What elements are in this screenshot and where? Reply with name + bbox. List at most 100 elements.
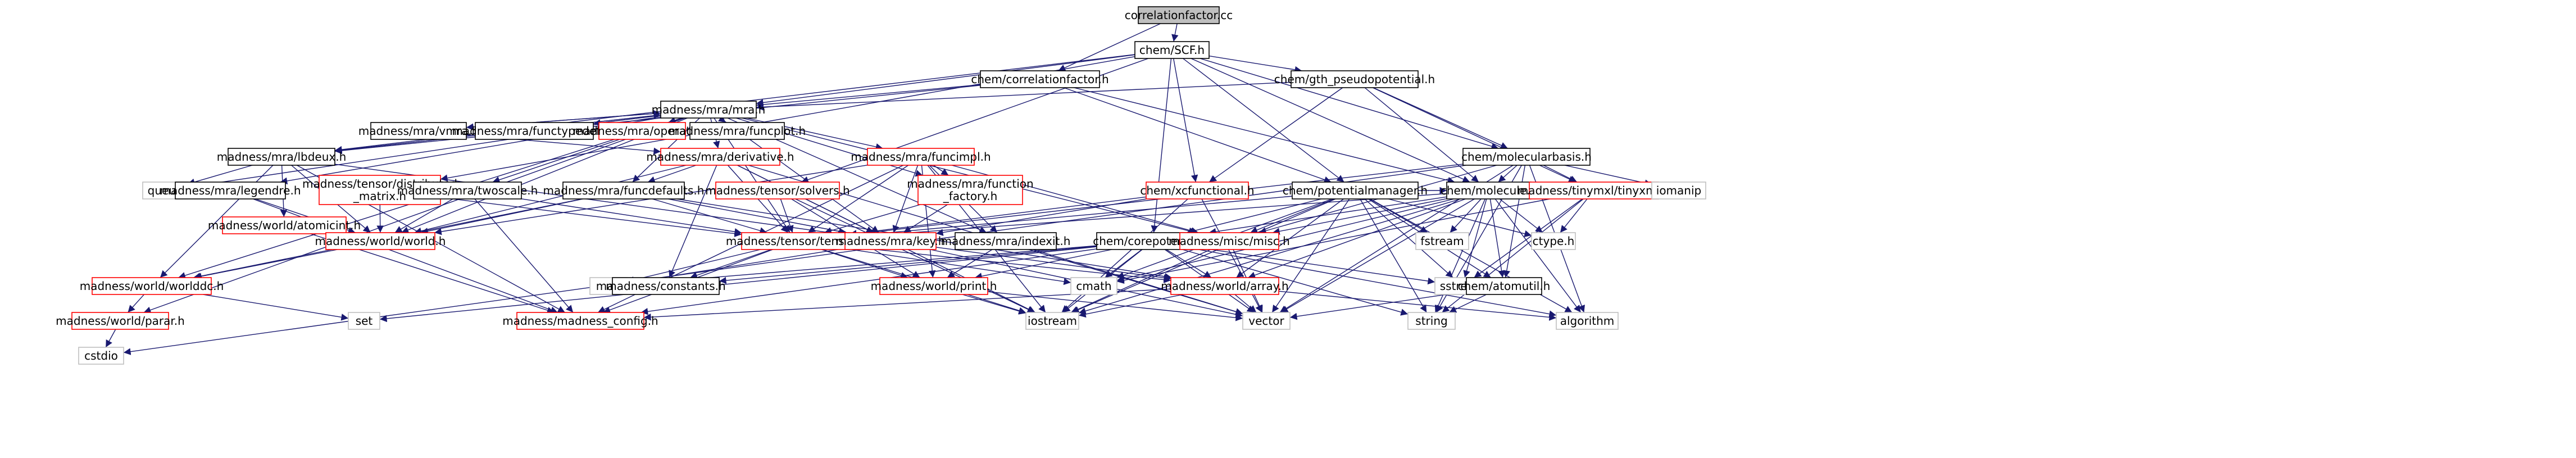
node-funcdefaults[interactable]: madness/mra/funcdefaults.h <box>543 182 705 199</box>
node-box <box>1462 148 1591 166</box>
edge-molecule-to-ctype <box>1499 198 1543 233</box>
edge-molecule-to-vector <box>1280 198 1475 313</box>
node-root[interactable]: correlationfactor.cc <box>1125 6 1233 24</box>
node-world[interactable]: madness/world/world.h <box>315 232 446 250</box>
node-scf[interactable]: chem/SCF.h <box>1134 41 1210 59</box>
node-derivative[interactable]: madness/mra/derivative.h <box>646 148 794 166</box>
edge-solvers-to-tensor <box>780 198 794 233</box>
edge-molbasis-to-tensor <box>849 164 1464 238</box>
edge-print-to-vector <box>987 291 1243 321</box>
edge-molbasis-to-iomanip <box>1564 165 1652 187</box>
node-label: chem/molecule.h <box>1441 184 1537 197</box>
edge-worlddc-to-set <box>203 294 349 321</box>
node-box <box>598 122 686 140</box>
node-label: madness/mra/funcdefaults.h <box>543 184 705 197</box>
node-label: vector <box>1248 314 1284 328</box>
node-label: madness/misc/misc.h <box>1169 234 1290 248</box>
edge-tinyxml-to-sstream <box>1474 198 1583 278</box>
node-box <box>71 312 169 330</box>
edge-array-to-algorithm <box>1278 291 1557 321</box>
edge-twoscale-to-config <box>474 198 574 313</box>
edge-derivative-to-world <box>414 165 687 235</box>
node-constants[interactable]: madness/constants.h <box>606 277 726 295</box>
node-atomutil[interactable]: madness/world/atomicint.h <box>208 216 361 234</box>
node-box <box>612 277 720 295</box>
node-ftypedefs[interactable]: madness/mra/functypedefs.h <box>452 122 617 140</box>
edge-funcfactory-to-tensor <box>824 204 921 234</box>
node-layer: correlationfactor.cc chem/SCF.h chem/corre… <box>56 6 1706 365</box>
node-label: madness/mra/functypedefs.h <box>452 124 616 138</box>
edge-array-to-vector <box>1234 294 1257 313</box>
edge-molecule-to-misc <box>1272 198 1447 235</box>
node-label: iomanip <box>1656 184 1701 197</box>
edge-potmgr-to-vector <box>1271 198 1350 313</box>
node-print[interactable]: madness/world/print.h <box>871 277 997 295</box>
node-label: set <box>356 314 373 328</box>
node-box <box>516 312 644 330</box>
edge-twoscale-to-world <box>394 198 453 233</box>
node-box <box>1529 182 1659 199</box>
node-box <box>1134 41 1210 59</box>
node-box <box>867 148 975 166</box>
node-algorithm: algorithm <box>1556 312 1619 330</box>
edge-molecule-to-iostream <box>1078 198 1461 315</box>
edge-corepot-to-array <box>1166 249 1212 278</box>
node-box <box>1138 6 1220 24</box>
edge-corepot-to-set <box>379 246 1097 323</box>
edge-mra-to-parar <box>143 117 685 314</box>
edge-corepot-to-cmath <box>1105 249 1142 278</box>
node-box <box>1291 70 1419 88</box>
edge-root-to-corrf <box>1058 23 1161 71</box>
edge-corepot-to-print <box>974 249 1112 280</box>
edge-key-to-array <box>935 247 1171 282</box>
edge-distmatrix-to-tensor <box>440 197 742 237</box>
node-corrf[interactable]: chem/correlationfactor.h <box>971 70 1109 88</box>
node-twoscale[interactable]: madness/mra/twoscale.h <box>397 182 538 199</box>
edge-scf-to-mra <box>756 54 1135 106</box>
node-mra[interactable]: madness/mra/mra.h <box>652 101 766 119</box>
node-solvers[interactable]: madness/tensor/solvers.h <box>705 182 850 199</box>
node-key[interactable]: madness/mra/key.h <box>836 232 946 250</box>
node-parar[interactable]: madness/world/parar.h <box>56 312 185 330</box>
node-gth[interactable]: chem/gth_pseudopotential.h <box>1274 70 1435 88</box>
node-potmgr[interactable]: chem/potentialmanager.h <box>1283 182 1428 199</box>
edge-misc-to-iostream <box>1070 249 1211 313</box>
node-label: madness/tensor/tensor.h <box>726 234 865 248</box>
node-box <box>1466 277 1542 295</box>
node-molbasis[interactable]: chem/molecularbasis.h <box>1461 148 1592 166</box>
node-box <box>1446 182 1532 199</box>
node-worlddc[interactable]: madness/world/worlddc.h <box>80 277 224 295</box>
node-funcimpl[interactable]: madness/mra/funcimpl.h <box>851 148 991 166</box>
node-vmra[interactable]: madness/mra/vmra.h <box>358 122 479 140</box>
node-funcfactory[interactable]: madness/mra/function_factory.h <box>907 175 1034 205</box>
node-box <box>1292 182 1419 199</box>
node-box <box>1179 232 1279 250</box>
edge-worlddc-to-parar <box>128 294 144 313</box>
node-xcfunc[interactable]: chem/xcfunctional.h <box>1140 182 1255 199</box>
node-atomutilh[interactable]: chem/atomutil.h <box>1458 277 1551 295</box>
node-legendre[interactable]: madness/mra/legendre.h <box>160 182 301 199</box>
node-config[interactable]: madness/madness_config.h <box>502 312 658 330</box>
node-misc[interactable]: madness/misc/misc.h <box>1169 232 1290 250</box>
node-label: fstream <box>1420 234 1464 248</box>
node-indexit[interactable]: madness/mra/indexit.h <box>941 232 1071 250</box>
node-label: madness/mra/mra.h <box>652 103 766 116</box>
node-label: ctype.h <box>1533 234 1575 248</box>
node-funcplot[interactable]: madness/mra/funcplot.h <box>669 122 806 140</box>
node-label: madness/mra/lbdeux.h <box>217 150 347 164</box>
node-label: madness/constants.h <box>606 279 725 293</box>
node-label: madness/world/print.h <box>871 279 997 293</box>
node-tinyxml[interactable]: madness/tinymxl/tinyxml.h <box>1518 182 1670 199</box>
edge-gth-to-mra <box>756 81 1292 111</box>
node-lbdeux[interactable]: madness/mra/lbdeux.h <box>217 148 347 166</box>
edge-funcdefaults-to-key <box>668 198 846 235</box>
node-box <box>955 232 1057 250</box>
edge-corepot-to-sstream <box>1209 248 1435 285</box>
node-operator[interactable]: madness/mra/operator.h <box>573 122 712 140</box>
node-array[interactable]: madness/world/array.h <box>1161 277 1289 295</box>
edge-lbdeux-to-queue <box>187 165 253 185</box>
node-label: chem/molecularbasis.h <box>1461 150 1592 164</box>
edge-funcimpl-to-tensor <box>807 165 909 233</box>
node-molecule[interactable]: chem/molecule.h <box>1441 182 1537 199</box>
node-label: madness/mra/function <box>907 177 1033 191</box>
